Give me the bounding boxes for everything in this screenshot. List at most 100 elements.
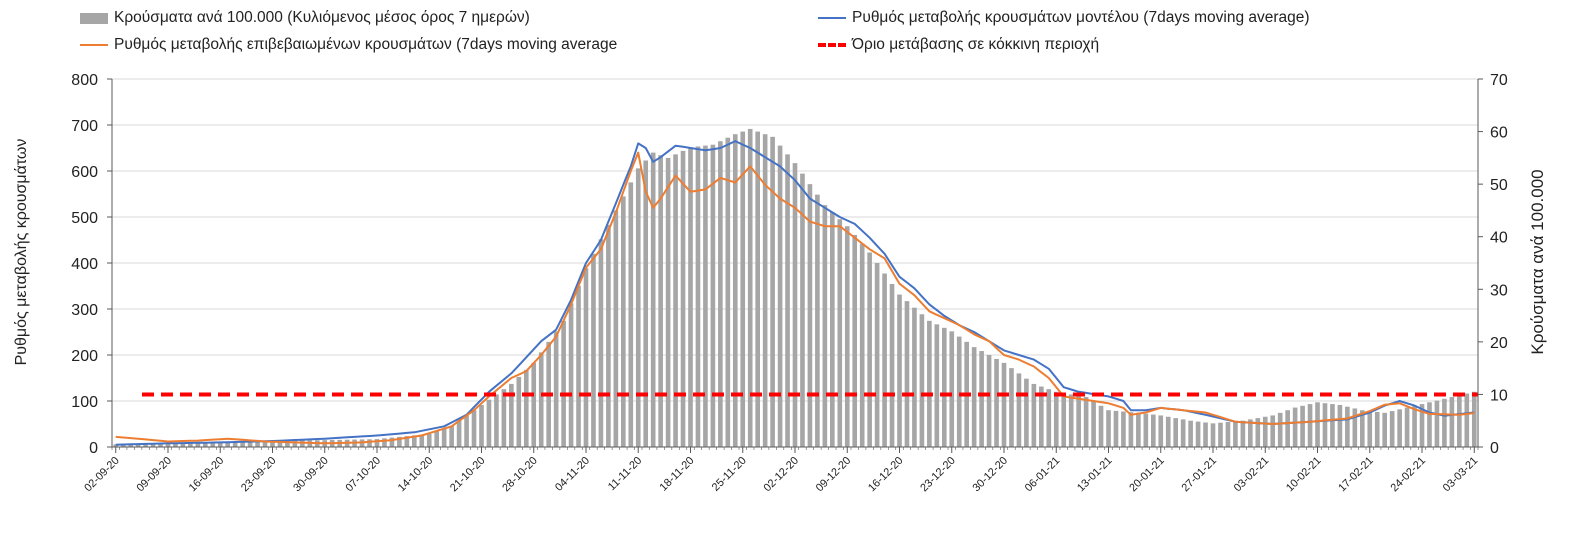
y-tick-label-right: 10 [1490, 387, 1508, 404]
bar [1039, 386, 1044, 447]
bar [240, 441, 245, 447]
y-tick-label-right: 50 [1490, 177, 1508, 194]
legend-label-confirmed: Ρυθμός μεταβολής επιβεβαιωμένων κρουσμάτ… [114, 36, 618, 53]
bar [1136, 412, 1141, 447]
bar [1053, 391, 1059, 447]
y-axis-title-right: Κρούσματα ανά 100.000 [1528, 169, 1547, 355]
x-tick-label: 03-02-21 [1232, 455, 1272, 495]
bar [1180, 419, 1186, 447]
bar [1076, 395, 1081, 447]
bar [785, 154, 790, 447]
bar [456, 420, 462, 447]
bar [621, 196, 626, 447]
y-tick-label-left: 200 [71, 348, 98, 365]
bar [426, 433, 432, 447]
y-tick-label-left: 0 [89, 440, 98, 457]
bar [1128, 412, 1134, 447]
bar [800, 173, 805, 447]
bar [598, 239, 604, 447]
bar [150, 443, 156, 447]
bar [1277, 412, 1283, 447]
bar [553, 331, 559, 447]
bar [1345, 406, 1350, 447]
bar [277, 440, 283, 447]
bar [210, 441, 216, 447]
bar [188, 442, 193, 447]
legend-label-model: Ρυθμός μεταβολής κρουσμάτων μοντέλου (7d… [852, 9, 1310, 26]
bar [1457, 395, 1462, 447]
bar [1240, 420, 1246, 447]
bar [643, 160, 649, 447]
bar [576, 285, 581, 447]
x-tick-label: 03-03-21 [1441, 455, 1481, 495]
bar [1233, 421, 1238, 447]
legend-label-threshold: Όριο μετάβασης σε κόκκινη περιοχή [852, 36, 1100, 53]
bar [1404, 407, 1410, 447]
legend-swatch-threshold [818, 43, 846, 47]
bar [844, 226, 850, 447]
bar [1285, 410, 1290, 447]
bar [397, 436, 402, 447]
bar [1098, 405, 1104, 447]
bar [1016, 373, 1022, 447]
bar [837, 219, 843, 447]
bar [1001, 362, 1007, 447]
bar [449, 425, 454, 447]
bar [1434, 400, 1440, 447]
x-tick-label: 02-09-20 [82, 455, 122, 495]
x-tick-label: 25-11-20 [710, 455, 749, 494]
bar [919, 314, 925, 447]
bar [1270, 415, 1276, 447]
bar [434, 431, 440, 447]
bar [979, 351, 984, 447]
bar [889, 284, 895, 447]
x-tick-label: 27-01-21 [1180, 455, 1220, 495]
bar [300, 440, 305, 447]
bar [479, 404, 484, 447]
bar [628, 182, 634, 447]
bar [158, 443, 163, 447]
bar [367, 439, 372, 447]
bar [471, 410, 477, 447]
bar [135, 443, 141, 447]
bar [568, 303, 574, 447]
y-tick-label-right: 30 [1490, 282, 1508, 299]
x-tick-label: 23-12-20 [918, 455, 958, 495]
bar [255, 440, 260, 447]
y-tick-label-left: 400 [71, 256, 98, 273]
bar [1225, 422, 1231, 447]
line-series-confirmed [115, 151, 1475, 445]
bar [1397, 409, 1402, 447]
x-tick-label: 13-01-21 [1075, 455, 1115, 495]
legend-item-threshold: Όριο μετάβασης σε κόκκινη περιοχή [818, 36, 1099, 54]
bar [1322, 403, 1328, 447]
x-tick-label: 21-10-20 [448, 455, 488, 495]
bar [1471, 391, 1477, 447]
bar [949, 331, 955, 447]
legend-swatch-confirmed [80, 44, 108, 46]
bar [1046, 389, 1052, 447]
bar [120, 444, 126, 447]
bar [531, 362, 537, 447]
bar [509, 383, 514, 447]
x-tick-label: 06-01-21 [1023, 455, 1063, 495]
bar [1262, 416, 1268, 447]
y-tick-label-right: 0 [1490, 440, 1499, 457]
bar [874, 263, 880, 447]
bar [882, 273, 887, 447]
bar [1248, 419, 1253, 447]
bar [285, 440, 290, 447]
y-tick-label-left: 100 [71, 394, 98, 411]
x-tick-label: 16-12-20 [866, 455, 906, 495]
bar [1330, 404, 1335, 447]
x-tick-label: 23-09-20 [239, 455, 279, 495]
x-tick-label: 04-11-20 [553, 455, 592, 494]
bar [225, 441, 231, 447]
bar [613, 210, 619, 447]
x-tick-label: 30-09-20 [291, 455, 331, 495]
bar [822, 205, 828, 447]
bar [411, 435, 417, 447]
bar [1359, 410, 1365, 447]
bar [180, 442, 186, 447]
